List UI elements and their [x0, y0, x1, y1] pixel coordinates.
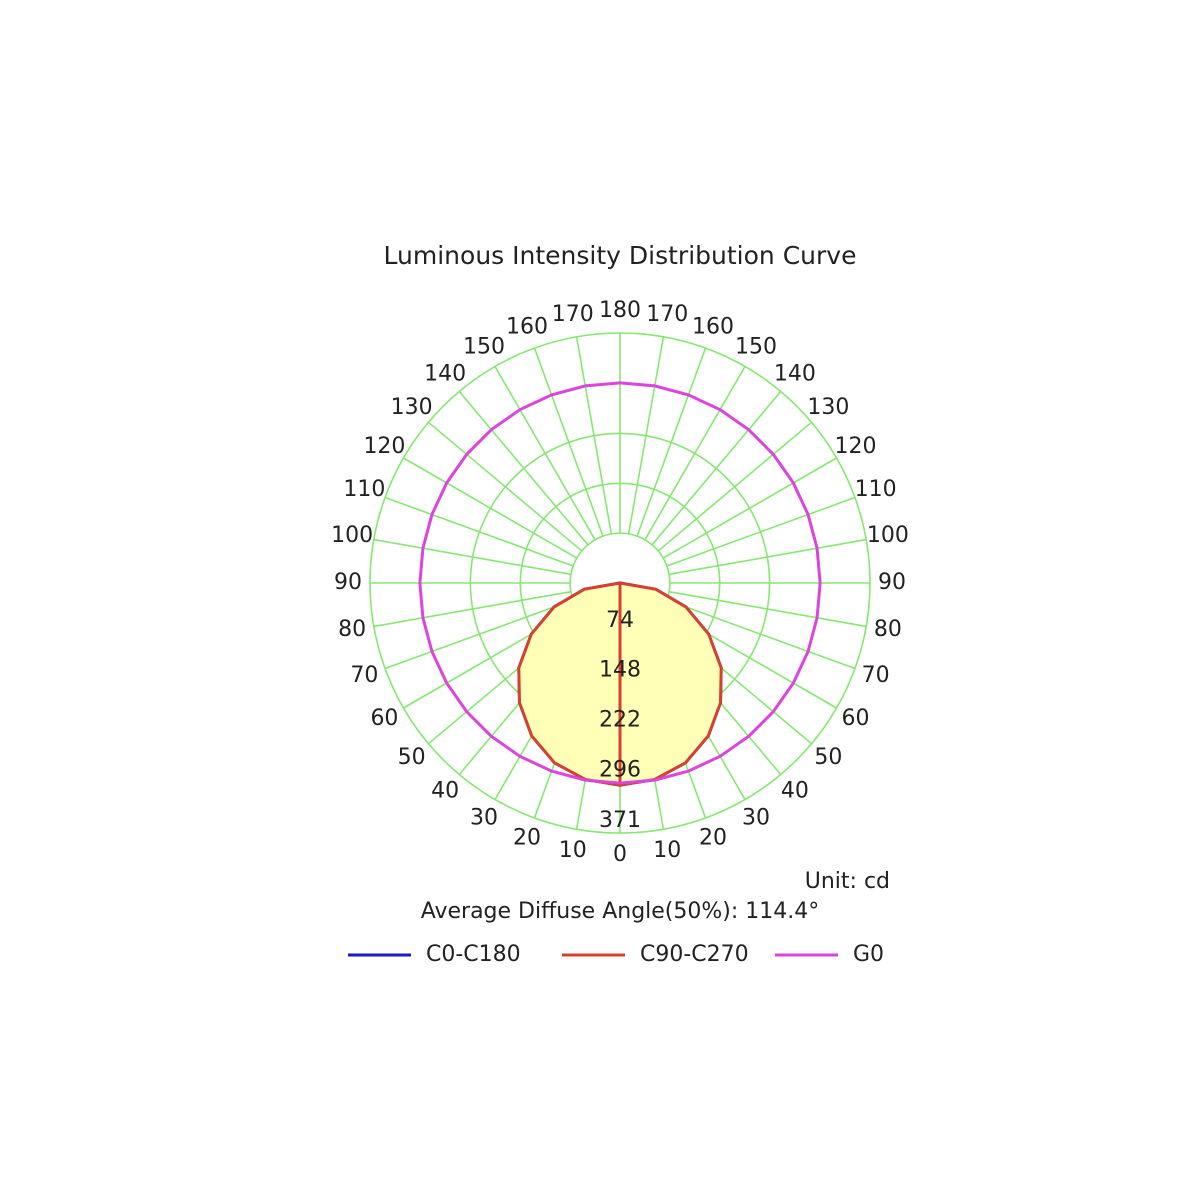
angle-tick-label: 90: [878, 570, 906, 595]
marks: [418, 381, 822, 787]
angle-tick-label: 100: [867, 523, 909, 548]
angle-tick-label: 140: [424, 362, 466, 387]
grid-spoke: [662, 457, 837, 559]
angle-tick-label: 140: [774, 362, 816, 387]
grid-spoke: [575, 336, 613, 535]
angle-tick-label: 10: [559, 838, 587, 863]
angle-tick-label: 100: [331, 523, 373, 548]
grid-spoke: [651, 390, 782, 546]
grid-spoke: [403, 457, 578, 559]
r-tick-label: 371: [599, 808, 641, 833]
grid-spoke: [427, 421, 583, 552]
r-tick-label: 296: [599, 757, 641, 782]
angle-tick-label: 180: [599, 298, 641, 323]
grid-spoke: [666, 496, 856, 567]
series-line: [517, 581, 622, 787]
grid-spoke: [627, 336, 665, 535]
angle-tick-label: 50: [398, 745, 426, 770]
angle-tick-label: 80: [338, 617, 366, 642]
angle-tick-label: 30: [742, 806, 770, 831]
angle-tick-label: 10: [653, 838, 681, 863]
r-tick-label: 74: [606, 608, 634, 633]
angle-tick-label: 70: [862, 663, 890, 688]
angle-tick-label: 130: [807, 395, 849, 420]
angle-tick-label: 130: [391, 395, 433, 420]
grid-spoke: [533, 347, 604, 537]
angle-tick-label: 150: [463, 334, 505, 359]
angle-tick-label: 160: [692, 314, 734, 339]
grid-spoke: [373, 590, 572, 628]
annotation: Average Diffuse Angle(50%): 114.4°: [421, 899, 820, 924]
angle-tick-label: 20: [513, 826, 541, 851]
series-line: [619, 381, 822, 785]
angle-tick-label: 110: [343, 477, 385, 502]
r-tick-label: 222: [599, 708, 641, 733]
legend-label: C0-C180: [426, 942, 521, 967]
grid-spoke: [636, 347, 707, 537]
legend-label: G0: [853, 942, 884, 967]
angle-tick-label: 40: [781, 778, 809, 803]
angle-tick-label: 120: [835, 434, 877, 459]
legend-label: C90-C270: [640, 942, 749, 967]
grid-spoke: [494, 366, 596, 541]
angle-tick-label: 50: [814, 745, 842, 770]
grid-spoke: [644, 366, 746, 541]
angle-tick-label: 30: [470, 806, 498, 831]
series-line: [618, 581, 723, 787]
angle-tick-label: 90: [334, 570, 362, 595]
angle-tick-label: 0: [613, 842, 627, 867]
angle-tick-label: 70: [350, 663, 378, 688]
angle-tick-label: 150: [735, 334, 777, 359]
grid-spoke: [373, 538, 572, 576]
grid-spoke: [458, 390, 589, 546]
legend: C0-C180 C90-C270 G0: [348, 942, 884, 967]
grid-spoke: [666, 599, 856, 670]
chart-title: Luminous Intensity Distribution Curve: [384, 241, 857, 270]
angle-tick-label: 120: [363, 434, 405, 459]
angle-tick-label: 60: [370, 706, 398, 731]
angle-tick-label: 40: [431, 778, 459, 803]
r-tick-label: 148: [599, 658, 641, 683]
angle-tick-label: 20: [699, 826, 727, 851]
unit-label: Unit: cd: [805, 869, 890, 894]
grid-spoke: [384, 599, 574, 670]
angle-tick-label: 170: [552, 302, 594, 327]
grid-spoke: [668, 538, 867, 576]
angle-tick-label: 80: [874, 617, 902, 642]
angle-tick-label: 110: [855, 477, 897, 502]
angle-tick-label: 160: [506, 314, 548, 339]
angle-tick-label: 60: [842, 706, 870, 731]
angle-tick-label: 170: [646, 302, 688, 327]
grid-spoke: [384, 496, 574, 567]
series-line: [418, 381, 621, 785]
grid-spoke: [657, 421, 813, 552]
grid-spoke: [668, 590, 867, 628]
